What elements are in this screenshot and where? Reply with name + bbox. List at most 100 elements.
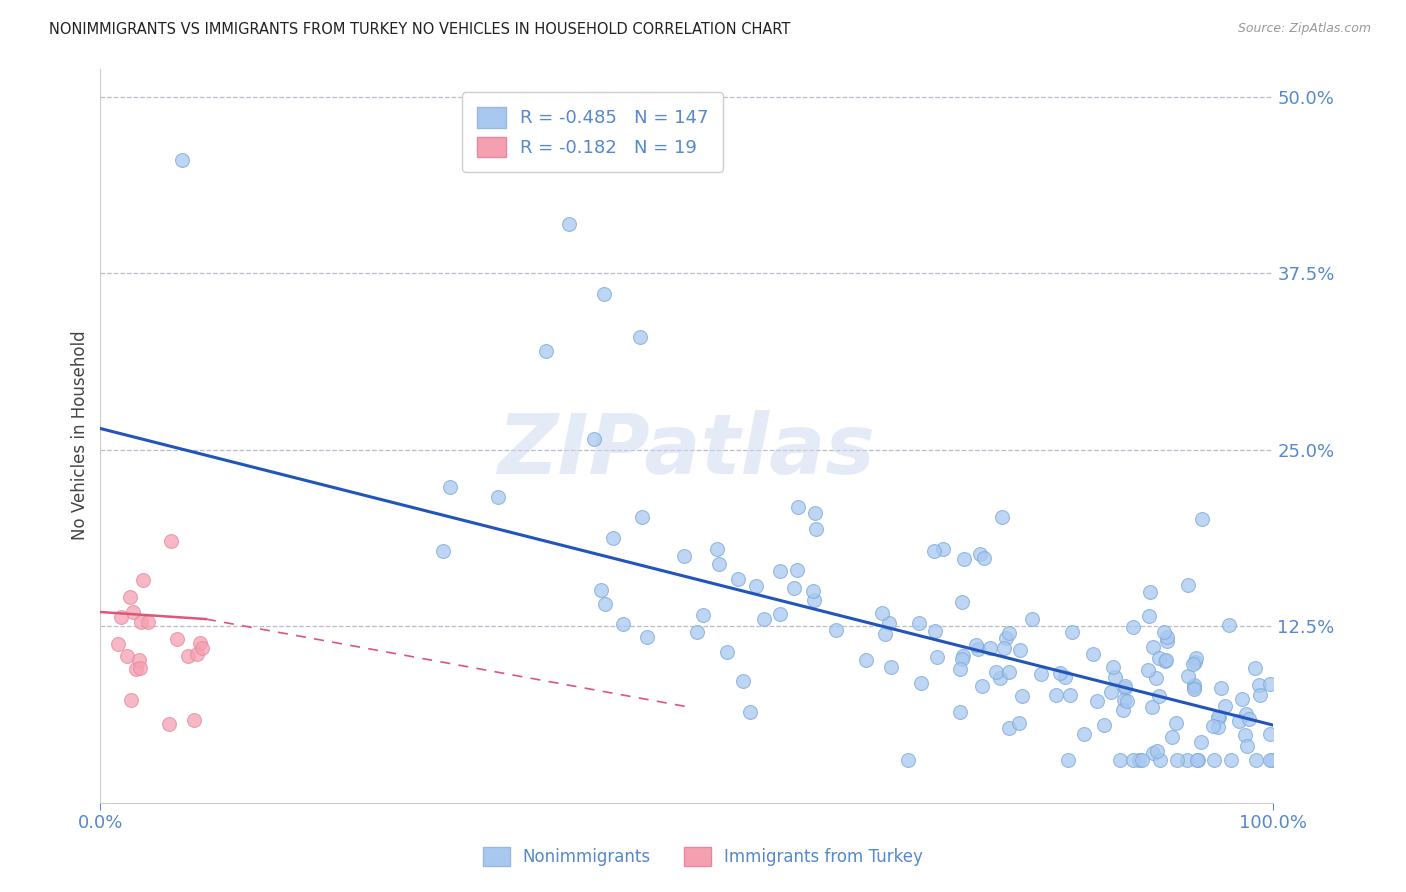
Point <box>988 672 1011 686</box>
Point <box>738 705 761 719</box>
Point <box>1092 718 1115 732</box>
Point <box>107 637 129 651</box>
Point <box>1260 677 1282 691</box>
Point <box>716 645 738 659</box>
Point <box>979 640 1001 655</box>
Text: NONIMMIGRANTS VS IMMIGRANTS FROM TURKEY NO VEHICLES IN HOUSEHOLD CORRELATION CHA: NONIMMIGRANTS VS IMMIGRANTS FROM TURKEY … <box>49 22 790 37</box>
Point <box>136 615 159 630</box>
Point <box>787 500 810 514</box>
Point <box>1142 746 1164 760</box>
Point <box>1182 657 1205 672</box>
Text: Source: ZipAtlas.com: Source: ZipAtlas.com <box>1237 22 1371 36</box>
Point <box>1114 679 1136 693</box>
Point <box>1146 744 1168 758</box>
Point <box>1208 710 1230 724</box>
Point <box>1102 659 1125 673</box>
Point <box>1182 681 1205 695</box>
Point <box>1154 654 1177 668</box>
Point <box>998 665 1021 680</box>
Point <box>1149 753 1171 767</box>
Point <box>439 480 461 494</box>
Point <box>1112 703 1135 717</box>
Point <box>1153 625 1175 640</box>
Point <box>1104 670 1126 684</box>
Point <box>1149 689 1171 703</box>
Point <box>1112 693 1135 707</box>
Point <box>186 648 208 662</box>
Point <box>1258 753 1281 767</box>
Point <box>990 509 1012 524</box>
Point <box>159 534 181 549</box>
Point <box>1045 688 1067 702</box>
Point <box>806 522 828 536</box>
Point <box>1237 712 1260 726</box>
Point <box>783 581 806 595</box>
Point <box>952 648 974 663</box>
Point <box>1056 753 1078 767</box>
Point <box>636 630 658 644</box>
Point <box>910 676 932 690</box>
Point <box>1219 753 1241 767</box>
Point <box>1142 640 1164 654</box>
Point <box>558 217 581 231</box>
Point <box>129 615 152 630</box>
Point <box>993 641 1015 656</box>
Point <box>1182 682 1205 697</box>
Point <box>965 638 987 652</box>
Point <box>1185 651 1208 665</box>
Point <box>1260 753 1282 767</box>
Point <box>1175 753 1198 767</box>
Point <box>1244 660 1267 674</box>
Point <box>589 582 612 597</box>
Point <box>602 531 624 545</box>
Point <box>924 624 946 639</box>
Point <box>745 579 768 593</box>
Point <box>803 506 825 520</box>
Point <box>1209 681 1232 696</box>
Point <box>1099 684 1122 698</box>
Point <box>803 583 825 598</box>
Point <box>950 652 973 666</box>
Point <box>986 665 1008 680</box>
Point <box>949 662 972 676</box>
Point <box>432 544 454 558</box>
Point <box>1218 617 1240 632</box>
Point <box>1258 727 1281 741</box>
Point <box>1011 690 1033 704</box>
Point <box>1122 753 1144 767</box>
Point <box>769 607 792 621</box>
Point <box>1128 753 1150 767</box>
Point <box>1010 643 1032 657</box>
Point <box>727 572 749 586</box>
Text: ZIPatlas: ZIPatlas <box>498 409 876 491</box>
Point <box>908 616 931 631</box>
Point <box>1208 710 1230 724</box>
Point <box>1236 739 1258 753</box>
Point <box>172 153 194 168</box>
Point <box>931 541 953 556</box>
Point <box>973 551 995 566</box>
Point <box>120 693 142 707</box>
Point <box>1108 753 1130 767</box>
Point <box>1244 753 1267 767</box>
Point <box>1085 694 1108 708</box>
Point <box>159 717 181 731</box>
Point <box>1177 669 1199 683</box>
Point <box>115 649 138 664</box>
Legend: Nonimmigrants, Immigrants from Turkey: Nonimmigrants, Immigrants from Turkey <box>477 840 929 873</box>
Point <box>1164 716 1187 731</box>
Legend: R = -0.485   N = 147, R = -0.182   N = 19: R = -0.485 N = 147, R = -0.182 N = 19 <box>463 92 723 172</box>
Point <box>1008 716 1031 731</box>
Point <box>1233 728 1256 742</box>
Point <box>1177 578 1199 592</box>
Point <box>1189 735 1212 749</box>
Point <box>1139 584 1161 599</box>
Point <box>1161 730 1184 744</box>
Point <box>122 605 145 619</box>
Point <box>128 653 150 667</box>
Point <box>692 607 714 622</box>
Point <box>1054 670 1077 684</box>
Point <box>166 632 188 646</box>
Point <box>1137 609 1160 624</box>
Point <box>177 648 200 663</box>
